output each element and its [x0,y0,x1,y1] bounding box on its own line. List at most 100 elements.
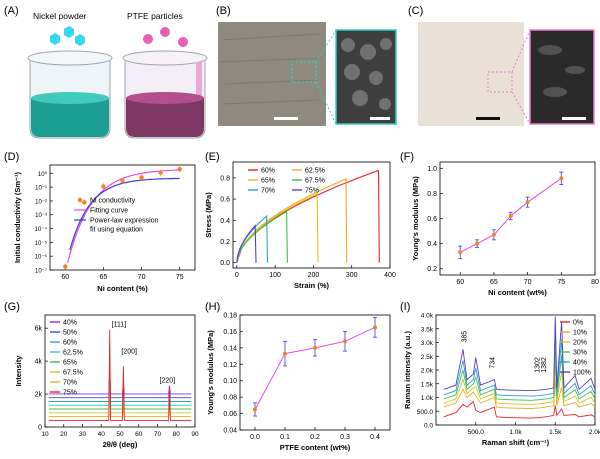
data-point [253,407,257,412]
x-tick-label: 0.2 [310,434,320,441]
peak-label: 1302 [535,357,542,373]
y-tick-label: 10⁻⁷ [35,268,47,275]
legend-label: 20% [573,340,587,347]
panel-label-a: (A) [4,5,19,17]
y-tick-label: 0.2 [427,266,437,273]
x-tick-label: 0.1 [280,434,290,441]
legend-label: 60% [63,340,77,347]
raman-spectrum [443,400,596,419]
y-tick-label: 0.14 [223,345,237,352]
y-tick-label: 10⁻⁵ [35,240,48,247]
raman-spectrum [443,316,596,392]
ptfe-sem-image [529,29,595,125]
legend-label: 67.5% [63,370,83,377]
x-axis-label: 2θ/θ (deg) [103,440,138,449]
data-point [508,213,513,218]
y-tick-label: 0.06 [223,411,237,418]
legend-label: 62.5% [63,350,83,357]
y-tick-label: 0.08 [223,395,237,402]
y-tick-label: 1.0k [421,395,434,402]
x-tick-label: 300 [346,272,358,279]
sem-scale-bar-c [562,117,586,120]
plot-frame [49,164,196,271]
x-tick-label: 75 [176,274,184,281]
data-point [313,345,317,350]
y-tick-label: 10⁻² [35,199,47,205]
peak-label: [200] [121,349,137,356]
legend-label: 75% [305,188,319,195]
legend-label: 40% [573,360,587,367]
peak-label: [220] [160,378,176,385]
x-axis-label: Strain (%) [294,281,330,290]
y-tick-label: 10⁻⁶ [35,254,48,261]
data-point [475,241,480,246]
scale-bar-c [476,117,500,120]
data-point [283,351,287,356]
raman-spectrum [443,320,596,397]
x-tick-label: 100 [269,272,281,279]
y-tick-label: 0.4 [220,218,230,225]
panel-b [218,22,397,126]
chart-i: 500.0 1.0k 1.5k 2.0k 0.0 500.0 1.0k 1.5k 2.0k 2.5… [403,313,600,448]
stress-strain-curve [236,192,319,263]
panel-c [418,22,595,126]
modulus-line [459,177,562,253]
legend-label: Power-law expression [90,218,159,225]
peak-label: [111] [112,322,127,329]
legend-label: 67.5% [305,178,325,185]
panel-label-b: (B) [216,5,231,17]
chart-g: 10 20 30 40 50 60 70 80 90 0 2k 4k 6k 2θ/θ (deg) Inten… [14,314,199,449]
y-tick-label: 0.8 [220,175,230,182]
y-axis-label: Raman intensity (a.u.) [403,331,412,409]
data-point [120,178,125,184]
x-tick-label: 0 [235,272,239,279]
legend-label: 40% [63,320,77,327]
x-tick-label: 65 [490,279,498,286]
data-point [343,339,347,344]
nickel-film-photo [218,22,326,126]
plot-frame [232,161,391,269]
y-tick-label: 0.8 [427,191,437,198]
raman-spectrum [443,380,596,409]
data-point [101,184,106,189]
x-tick-label: 10 [41,431,49,438]
x-tick-label: 0.3 [340,434,350,441]
y-axis-label: Stress (MPa) [204,192,213,238]
legend-label: 62.5% [305,168,325,175]
x-tick-label: 70 [138,274,146,281]
x-tick-label: 500.0 [468,429,485,436]
panel-label-h: (H) [205,301,220,313]
chart-h: 0.0 0.1 0.2 0.3 0.4 0.04 0.06 0.08 0.10 0.12 0.14 0… [206,313,391,452]
y-tick-label: 0.0 [220,260,230,267]
data-point [139,175,144,180]
peak-label: 1382 [541,357,548,373]
legend-marker [77,197,83,203]
x-tick-label: 20 [60,431,68,438]
y-tick-label: 4k [35,359,43,366]
legend-label: Ni conductivity [90,198,136,205]
peak-label: 734 [489,357,496,369]
chart-d: 60 65 70 75 10⁰ 10⁻¹ 10⁻² 10⁻³ 10⁻⁴ 10⁻⁵ 10⁻⁶ 10⁻⁷ N… [13,164,196,293]
x-tick-label: 70 [154,431,162,438]
y-tick-label: 0.6 [427,216,437,223]
beaker-right [122,50,208,139]
data-point [491,232,496,237]
x-tick-label: 90 [191,431,199,438]
x-tick-label: 0.4 [370,434,380,441]
raman-spectrum [443,340,596,401]
stress-strain-curve [236,178,348,263]
legend-label: 75% [63,390,77,397]
panel-label-c: (C) [408,5,423,17]
y-tick-label: 0.2 [220,239,230,246]
chart-e: 0 100 200 300 400 0.0 0.2 0.4 0.6 0.8 Strain (%) St… [204,161,396,290]
stress-strain-curve [236,214,269,263]
legend-label: 70% [63,380,77,387]
plot-frame [239,314,391,431]
panel-label-f: (F) [400,151,414,163]
data-point [458,250,463,255]
legend-label: 10% [573,330,587,337]
panel-a: Nickel powder PTFE particles [27,11,208,139]
ptfe-film-photo [418,22,524,126]
x-axis-label: Ni content (%) [97,284,148,293]
